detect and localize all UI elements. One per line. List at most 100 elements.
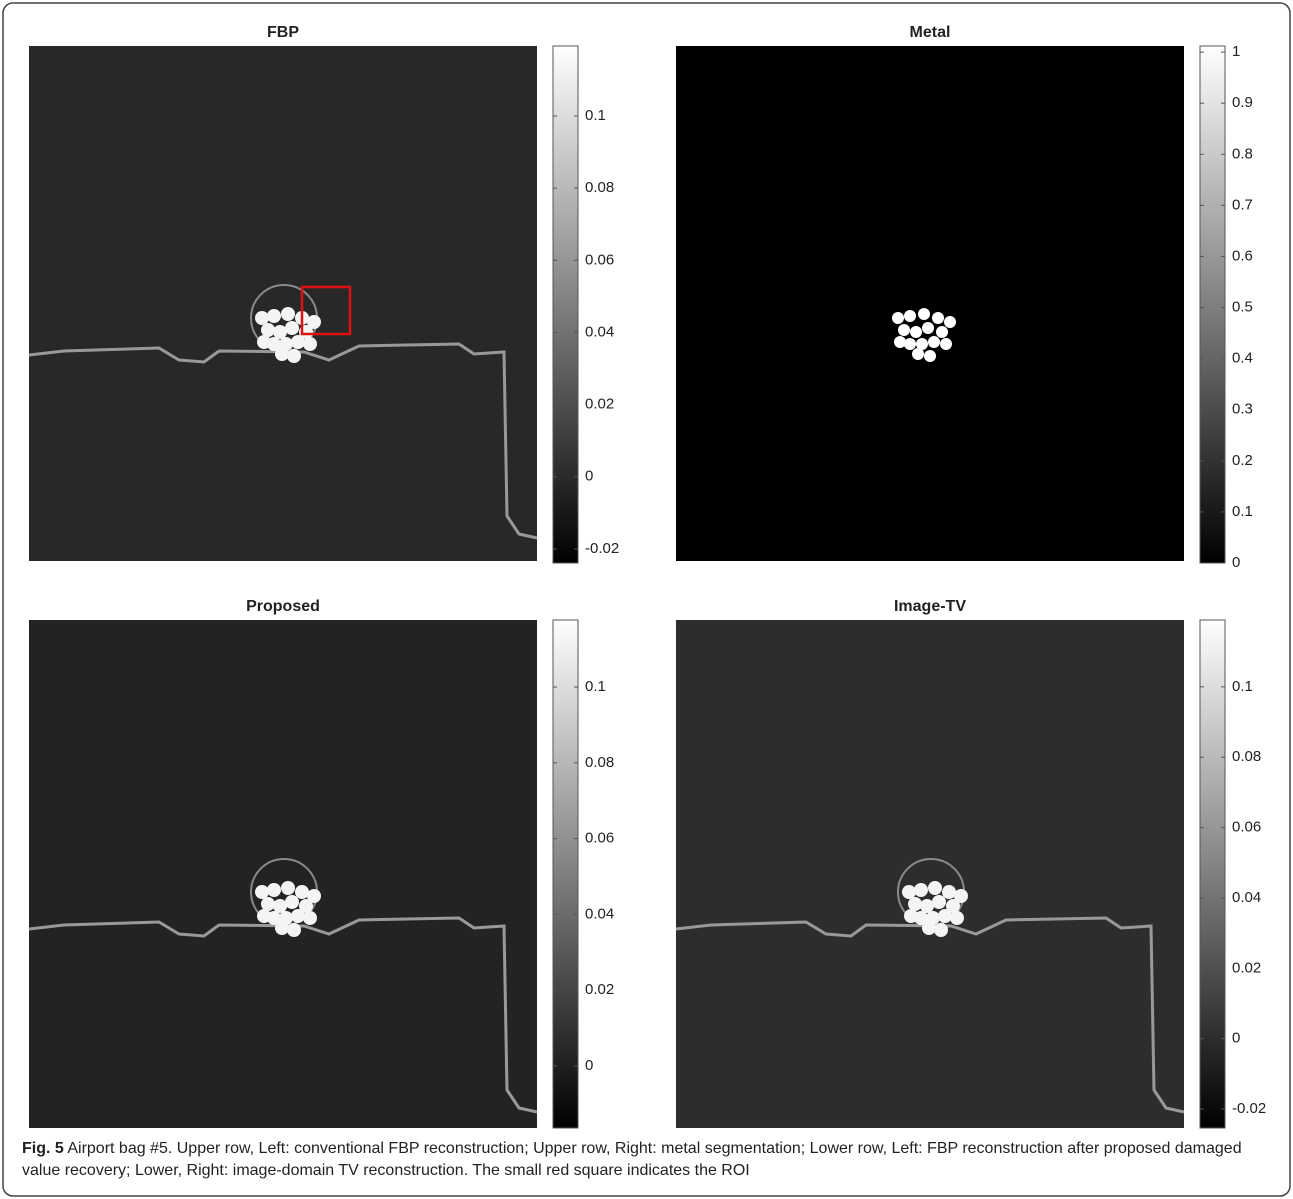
colorbar-tick-label: 0.04 xyxy=(585,905,614,922)
metal-blob xyxy=(275,921,289,935)
metal-blob xyxy=(954,889,968,903)
metal-blob xyxy=(892,312,904,324)
metal-blob xyxy=(904,338,916,350)
colorbar xyxy=(552,45,579,564)
colorbar xyxy=(552,619,579,1129)
metal-blob xyxy=(902,885,916,899)
metal-blob xyxy=(910,326,922,338)
metal-blob xyxy=(898,324,910,336)
colorbar-tick-label: 0.04 xyxy=(1232,889,1261,906)
metal-blob xyxy=(275,347,289,361)
colorbar-tick-label: 0.7 xyxy=(1232,196,1253,213)
tray-edge xyxy=(28,916,538,1114)
panel-title: FBP xyxy=(267,24,299,41)
metal-blob xyxy=(303,911,317,925)
metal-blob xyxy=(894,336,906,348)
colorbar-tick-label: 0.3 xyxy=(1232,401,1253,418)
metal-blob xyxy=(904,909,918,923)
metal-blob xyxy=(273,899,287,913)
caption-label: Fig. 5 xyxy=(22,1140,64,1157)
colorbar-tick-label: 0.02 xyxy=(585,981,614,998)
metal-blob xyxy=(932,895,946,909)
metal-blob xyxy=(944,316,956,328)
metal-blob xyxy=(257,335,271,349)
colorbar-tick-label: 0.2 xyxy=(1232,452,1253,469)
metal-blob xyxy=(255,311,269,325)
colorbar-tick-label: 0.06 xyxy=(585,830,614,847)
image-background xyxy=(676,620,1184,1128)
metal-blob xyxy=(303,337,317,351)
metal-blob xyxy=(940,338,952,350)
metal-blob xyxy=(942,885,956,899)
colorbar-tick-label: 0.1 xyxy=(585,678,606,695)
metal-blob xyxy=(928,336,940,348)
metal-blob xyxy=(914,883,928,897)
metal-blob xyxy=(255,885,269,899)
metal-blob xyxy=(285,895,299,909)
colorbar-tick-label: 0.08 xyxy=(1232,748,1261,765)
colorbar-tick-label: 0.1 xyxy=(585,107,606,124)
roi-square xyxy=(300,285,352,336)
metal-blob xyxy=(916,338,928,350)
panel-title: Proposed xyxy=(246,598,320,615)
metal-blob xyxy=(299,899,313,913)
colorbar-tick-label: 0.02 xyxy=(585,396,614,413)
image-background xyxy=(676,46,1184,561)
colorbar-tick-label: 0.02 xyxy=(1232,959,1261,976)
colorbar-tick-label: 0.1 xyxy=(1232,678,1253,695)
colorbar-tick-label: 0 xyxy=(585,468,593,485)
colorbar-tick-label: 0.08 xyxy=(585,754,614,771)
metal-blob xyxy=(922,921,936,935)
metal-blob xyxy=(291,909,305,923)
colorbar-tick-label: -0.02 xyxy=(585,540,619,557)
metal-blob xyxy=(285,321,299,335)
colorbar-tick-label: 0.5 xyxy=(1232,299,1253,316)
metal-blob xyxy=(950,911,964,925)
metal-blob xyxy=(307,315,321,329)
colorbar-tick-label: 0.06 xyxy=(585,251,614,268)
metal-blob xyxy=(287,349,301,363)
metal-blob xyxy=(257,909,271,923)
caption-text: Airport bag #5. Upper row, Left: convent… xyxy=(22,1140,1242,1179)
metal-blob xyxy=(918,308,930,320)
colorbar-tick-label: 0.6 xyxy=(1232,247,1253,264)
colorbar-tick-label: 1 xyxy=(1232,43,1240,60)
colorbar xyxy=(1199,619,1226,1129)
metal-blob xyxy=(924,350,936,362)
metal-blob xyxy=(261,323,275,337)
colorbar-tick-label: -0.02 xyxy=(1232,1100,1266,1117)
metal-blob xyxy=(291,335,305,349)
metal-blob xyxy=(267,883,281,897)
colorbar-tick-label: 0 xyxy=(585,1057,593,1074)
metal-blob xyxy=(912,348,924,360)
metal-blob xyxy=(908,897,922,911)
metal-blob xyxy=(295,885,309,899)
colorbar-tick-label: 0 xyxy=(1232,554,1240,571)
metal-blob xyxy=(307,889,321,903)
metal-blob xyxy=(928,881,942,895)
metal-blob xyxy=(920,899,934,913)
colorbar-tick-label: 0.9 xyxy=(1232,94,1253,111)
panel-title: Image-TV xyxy=(894,598,966,615)
tray-edge xyxy=(675,916,1185,1114)
colorbar-tick-label: 0.08 xyxy=(585,179,614,196)
image-background xyxy=(29,620,537,1128)
metal-blob xyxy=(932,312,944,324)
panel-title: Metal xyxy=(910,24,951,41)
colorbar-tick-label: 0.04 xyxy=(585,323,614,340)
colorbar xyxy=(1199,45,1226,564)
colorbar-tick-label: 0.06 xyxy=(1232,819,1261,836)
colorbar-tick-label: 0.1 xyxy=(1232,503,1253,520)
metal-blob xyxy=(261,897,275,911)
metal-blob xyxy=(281,881,295,895)
metal-blob xyxy=(287,923,301,937)
metal-blob xyxy=(946,899,960,913)
metal-blob xyxy=(904,310,916,322)
metal-blob xyxy=(934,923,948,937)
colorbar-tick-label: 0.8 xyxy=(1232,145,1253,162)
metal-blob xyxy=(938,909,952,923)
tray-edge xyxy=(28,342,538,540)
